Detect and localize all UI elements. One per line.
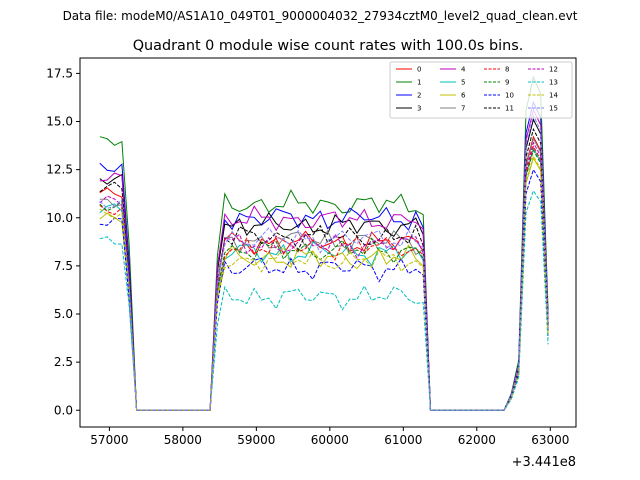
y-tick-label: 7.5: [54, 259, 73, 273]
plot-area: 57000 58000 59000 60000 61000 62000 63000 0.0 2…: [46, 57, 577, 470]
chart-suptitle: Data file: modeM0/AS1A10_049T01_90000040…: [63, 9, 578, 23]
x-tick-label: 61000: [384, 433, 422, 447]
legend-label-15: 15: [549, 105, 558, 113]
x-tick-label: 57000: [90, 433, 128, 447]
legend-label-0: 0: [417, 66, 421, 74]
y-tick-label: 15.0: [46, 115, 73, 129]
x-tick-label: 58000: [164, 433, 202, 447]
y-tick-label: 0.0: [54, 403, 73, 417]
legend-label-5: 5: [461, 79, 465, 87]
legend-label-10: 10: [505, 92, 514, 100]
legend-label-12: 12: [549, 66, 558, 74]
x-tick-label: 60000: [311, 433, 349, 447]
legend-label-2: 2: [417, 92, 421, 100]
x-axis: 57000 58000 59000 60000 61000 62000 63000: [90, 427, 569, 447]
y-axis: 0.0 2.5 5.0 7.5 10.0 12.5 15.0 17.5: [46, 66, 80, 417]
y-tick-label: 17.5: [46, 66, 73, 80]
x-tick-label: 63000: [531, 433, 569, 447]
legend-label-6: 6: [461, 92, 466, 100]
y-tick-label: 2.5: [54, 355, 73, 369]
y-tick-label: 10.0: [46, 211, 73, 225]
legend-label-13: 13: [549, 79, 558, 87]
legend-label-4: 4: [461, 66, 466, 74]
legend-box: [389, 61, 573, 119]
legend-label-9: 9: [505, 79, 509, 87]
y-tick-label: 5.0: [54, 307, 73, 321]
legend-label-11: 11: [505, 105, 514, 113]
chart-title: Quadrant 0 module wise count rates with …: [133, 38, 524, 54]
legend-label-14: 14: [549, 92, 558, 100]
legend-label-3: 3: [417, 105, 421, 113]
axes-frame: [79, 57, 577, 428]
legend-label-8: 8: [505, 66, 509, 74]
x-tick-label: 59000: [237, 433, 275, 447]
legend-label-1: 1: [417, 79, 421, 87]
series-line-15: [99, 114, 549, 411]
x-offset-label: +3.441e8: [512, 455, 576, 470]
y-tick-label: 12.5: [46, 163, 73, 177]
series-layer: [99, 75, 549, 411]
x-tick-label: 62000: [458, 433, 496, 447]
legend-label-7: 7: [461, 105, 465, 113]
